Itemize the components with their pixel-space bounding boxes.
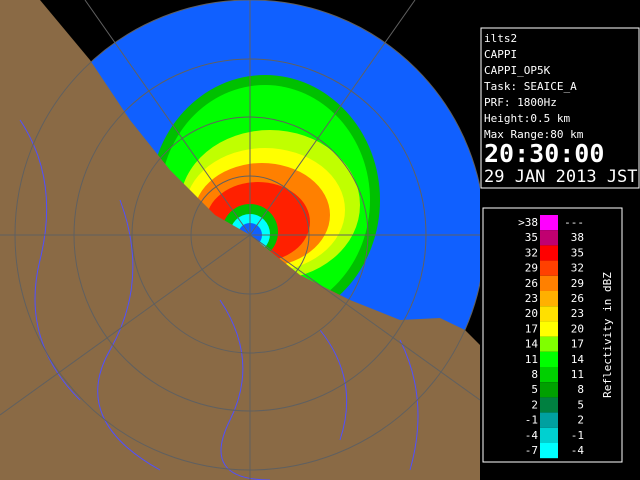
legend-high: 35 [571,246,584,259]
legend-high: 5 [577,398,584,411]
legend-low: >38 [518,216,538,229]
legend-swatch [540,382,558,398]
info-line: CAPPI [484,48,517,61]
legend-high: 11 [571,368,584,381]
legend-swatch [540,336,558,352]
legend-swatch [540,245,558,261]
land [0,0,480,480]
legend-low: 35 [525,231,538,244]
legend-low: -7 [525,444,538,457]
legend-swatch [540,260,558,276]
legend-swatch [540,412,558,428]
legend-swatch [540,275,558,291]
legend-swatch [540,427,558,443]
legend: >38 --- 35 38 32 35 29 32 26 29 23 26 20 23 17 20 14 17 11… [518,215,585,459]
rivers [19,119,419,480]
legend-swatch [540,367,558,383]
legend-high: 8 [577,383,584,396]
legend-low: 23 [525,292,538,305]
legend-swatch [540,291,558,307]
info-line: ilts2 [484,32,517,45]
legend-swatch [540,397,558,413]
legend-low: 2 [531,398,538,411]
range-rings [0,0,480,480]
legend-low: 26 [525,277,538,290]
legend-high: 2 [577,414,584,427]
legend-high: 20 [571,322,584,335]
time: 20:30:00 [484,139,604,168]
legend-high: 38 [571,231,584,244]
legend-low: 32 [525,246,538,259]
legend-high: 23 [571,307,584,320]
info-box [480,27,640,189]
legend-title: Reflectivity in dBZ [601,272,614,398]
legend-low: 11 [525,353,538,366]
legend-swatch [540,306,558,322]
legend-low: 20 [525,307,538,320]
radar-map [0,0,480,480]
info-text: ilts2 CAPPI CAPPI_OP5K Task: SEAICE_A PRF: 1… [484,32,584,141]
legend-swatch [540,215,558,231]
legend-low: -4 [525,429,539,442]
legend-high: -4 [571,444,585,457]
info-line: Height:0.5 km [484,112,570,125]
legend-high: 32 [571,262,584,275]
legend-swatch [540,443,558,459]
legend-low: -1 [525,414,538,427]
legend-low: 29 [525,262,538,275]
legend-high: 17 [571,338,584,351]
legend-high: 14 [571,353,585,366]
legend-swatch [540,351,558,367]
legend-low: 17 [525,322,538,335]
legend-high: 29 [571,277,584,290]
date: 29 JAN 2013 JST [484,167,638,187]
info-line: CAPPI_OP5K [484,64,551,77]
info-line: PRF: 1800Hz [484,96,557,109]
info-line: Max Range:80 km [484,128,584,141]
legend-low: 14 [525,338,539,351]
legend-low: 8 [531,368,538,381]
legend-swatch [540,230,558,246]
legend-swatch [540,321,558,337]
legend-high: --- [564,216,584,229]
legend-high: -1 [571,429,584,442]
info-line: Task: SEAICE_A [484,80,577,93]
legend-high: 26 [571,292,584,305]
legend-low: 5 [531,383,538,396]
